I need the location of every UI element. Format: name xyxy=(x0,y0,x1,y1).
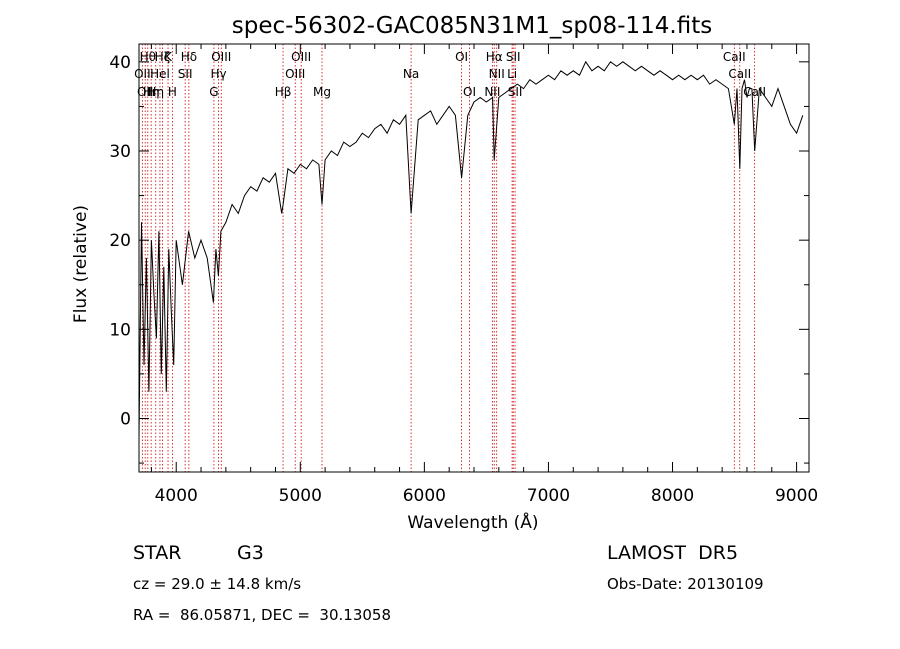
y-tick-label: 20 xyxy=(109,231,131,251)
line-marker-label: OII xyxy=(137,85,154,99)
line-marker-label: OII xyxy=(134,67,151,81)
object-class: STAR xyxy=(133,542,181,564)
plot-frame xyxy=(138,43,810,473)
line-marker-label: Hη xyxy=(143,85,160,99)
redshift-label: cz = 29.0 ± 14.8 km/s xyxy=(133,575,301,593)
x-tick-label: 6000 xyxy=(403,486,446,506)
line-marker-label: Hη xyxy=(147,85,164,99)
line-marker-label: SII xyxy=(506,50,521,64)
subclass: G3 xyxy=(237,542,264,564)
line-marker-group xyxy=(141,44,756,472)
line-marker-label: CaII xyxy=(728,67,751,81)
spectrum-line xyxy=(138,60,804,437)
y-tick-label: 40 xyxy=(109,53,131,73)
line-marker-label: Mg xyxy=(313,85,331,99)
line-marker-label: SII xyxy=(508,85,523,99)
x-tick-label: 7000 xyxy=(527,486,570,506)
line-marker-label: OIII xyxy=(211,50,231,64)
line-marker-label: Hθ xyxy=(140,50,156,64)
coordinates: RA = 86.05871, DEC = 30.13058 xyxy=(133,606,391,624)
chart-title: spec-56302-GAC085N31M1_sp08-114.fits xyxy=(232,13,712,39)
x-tick-label: 4000 xyxy=(155,486,198,506)
line-marker-label: OIII xyxy=(285,67,305,81)
x-axis: 4000 5000 6000 7000 8000 9000 xyxy=(150,44,818,506)
line-marker-label: G xyxy=(209,85,218,99)
x-axis-label: Wavelength (Å) xyxy=(407,511,538,533)
line-marker-label: Hα xyxy=(486,50,503,64)
line-marker-label: H xyxy=(168,85,177,99)
line-marker-label: NII xyxy=(484,85,500,99)
y-tick-label: 0 xyxy=(120,410,131,430)
line-marker-label: Hγ xyxy=(210,67,226,81)
line-marker-label: K xyxy=(164,50,173,64)
y-tick-label: 30 xyxy=(109,142,131,162)
x-tick-label: 9000 xyxy=(775,486,818,506)
line-marker-label: CaII xyxy=(723,50,746,64)
survey-label: LAMOST DR5 xyxy=(607,542,738,564)
obs-date: Obs-Date: 20130109 xyxy=(607,575,764,593)
y-tick-label: 10 xyxy=(109,320,131,340)
y-axis: 0 10 20 30 40 xyxy=(109,53,809,464)
x-tick-label: 8000 xyxy=(651,486,694,506)
y-axis-label: Flux (relative) xyxy=(71,205,91,323)
line-marker-label: Na xyxy=(403,67,419,81)
line-marker-label: OI xyxy=(463,85,476,99)
line-marker-label: OIII xyxy=(291,50,311,64)
line-marker-label: NII xyxy=(489,67,505,81)
x-tick-label: 5000 xyxy=(279,486,322,506)
line-marker-label: SII xyxy=(178,67,193,81)
line-marker-label: Hζ xyxy=(155,50,171,64)
line-marker-label: Hδ xyxy=(181,50,197,64)
line-marker-label: OI xyxy=(455,50,468,64)
line-label-group: OIIOIIHθHηHηHelHζKHSIIHδGHγOIIIHβOIIIOII… xyxy=(134,50,766,99)
line-marker-label: Li xyxy=(507,67,517,81)
line-marker-label: Hβ xyxy=(275,85,292,99)
line-marker-label: Hel xyxy=(150,67,170,81)
